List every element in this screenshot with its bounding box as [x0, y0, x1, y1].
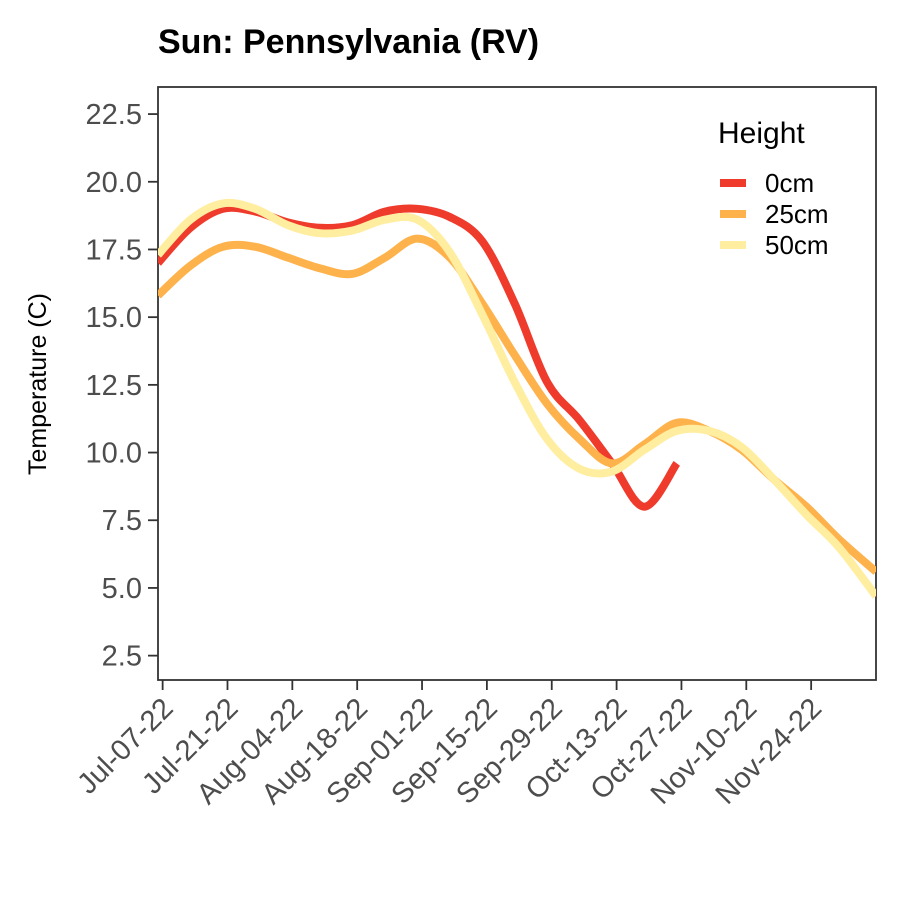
series-line-50cm	[158, 198, 876, 599]
y-tick-label: 10.0	[86, 438, 142, 470]
y-tick-label: 17.5	[86, 234, 142, 266]
x-axis: Jul-07-22Jul-21-22Aug-04-22Aug-18-22Sep-…	[71, 680, 828, 811]
y-axis: 2.5 5.0 7.5 10.0 12.5 15.0 17.5 20.0 22.5	[86, 99, 158, 673]
legend-label: 25cm	[765, 199, 829, 229]
legend-title: Height	[718, 117, 805, 150]
y-tick-label: 5.0	[102, 573, 142, 605]
y-tick-label: 15.0	[86, 302, 142, 334]
y-tick-label: 20.0	[86, 167, 142, 199]
y-tick-label: 12.5	[86, 370, 142, 402]
y-tick-label: 7.5	[102, 505, 142, 537]
y-axis-title: Temperature (C)	[24, 293, 52, 475]
y-tick-label: 22.5	[86, 99, 142, 131]
y-tick-label: 2.5	[102, 641, 142, 673]
legend-label: 50cm	[765, 230, 829, 260]
series-layer	[158, 198, 876, 599]
chart-title: Sun: Pennsylvania (RV)	[158, 23, 539, 61]
legend-label: 0cm	[765, 168, 814, 198]
